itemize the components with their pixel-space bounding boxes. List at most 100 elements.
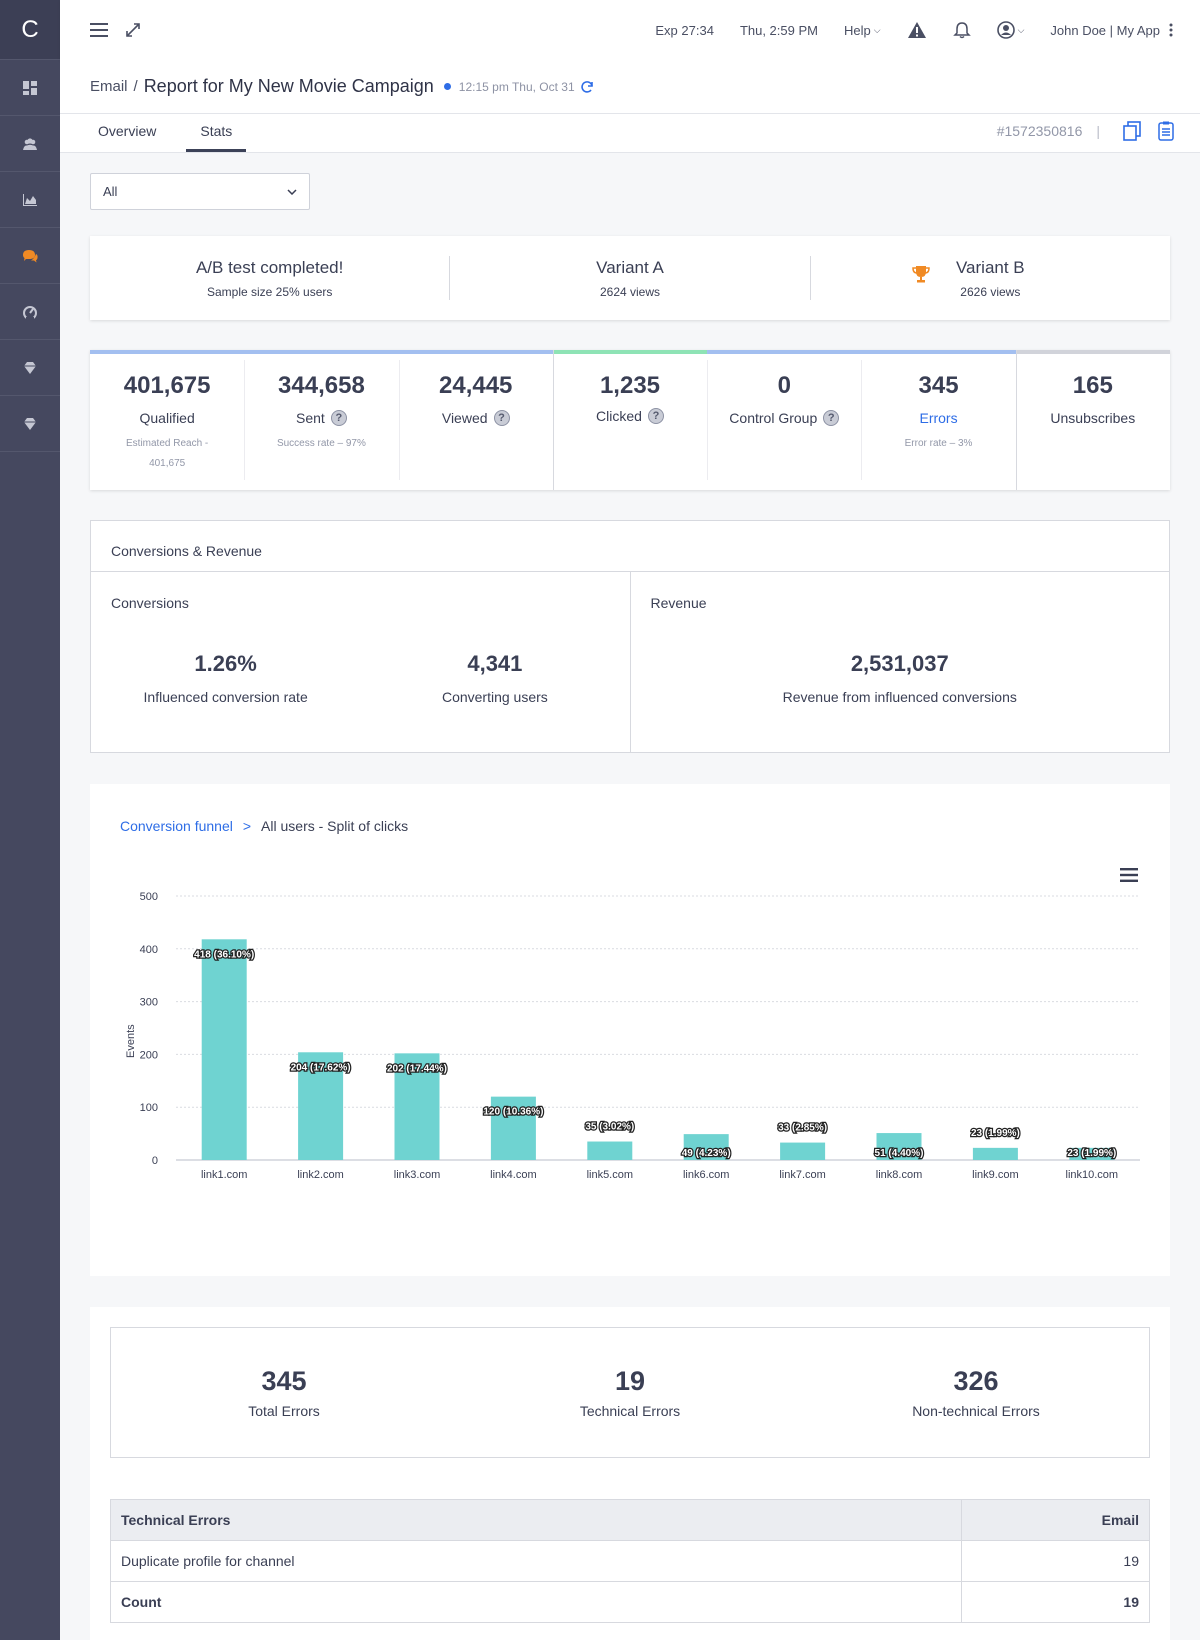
metric-label-text: Viewed [441, 410, 488, 426]
metric-label-text: Sent [296, 410, 325, 426]
account-menu[interactable]: ⌵ [996, 21, 1025, 39]
divider [552, 350, 554, 490]
bell-icon[interactable] [952, 21, 971, 39]
panel-title: Revenue [650, 595, 707, 611]
metric-value: 345 [918, 372, 959, 399]
bar [1069, 1147, 1115, 1160]
help-icon[interactable]: ? [493, 410, 510, 426]
sidebar-item-analytics[interactable] [0, 172, 60, 228]
app-logo[interactable]: C [0, 0, 60, 60]
breadcrumb-separator: > [242, 818, 252, 834]
variant-a-title: Variant A [596, 257, 664, 277]
help-icon[interactable]: ? [330, 410, 347, 426]
divider [398, 360, 400, 480]
data-label: 202 (17.44%) [387, 1063, 447, 1074]
nontechnical-errors-value: 326 [953, 1366, 999, 1396]
user-menu[interactable]: John Doe | My App [1050, 23, 1174, 38]
ab-test-summary: A/B test completed! Sample size 25% user… [90, 236, 1170, 320]
divider [244, 360, 246, 480]
conversions-panel: Conversions 1.26% Influenced conversion … [91, 572, 630, 753]
copy-icon[interactable] [1122, 121, 1142, 141]
bar [490, 1096, 536, 1160]
top-bar: Exp 27:34 Thu, 2:59 PM Help ⌵ ⌵ John Doe … [60, 0, 1200, 60]
sidebar-item-performance[interactable] [0, 284, 60, 340]
dashboard-icon [23, 80, 37, 95]
bar [201, 939, 247, 1160]
variant-a-views: 2624 views [599, 284, 661, 299]
metric-value: 24,445 [439, 372, 513, 399]
technical-errors-table: Technical Errors Email Duplicate profile… [110, 1499, 1150, 1623]
breadcrumb: Email / Report for My New Movie Campaign… [60, 60, 1200, 114]
metric-label-text: Unsubscribes [1050, 410, 1136, 426]
metric-sub: Estimated Reach - 401,675 [126, 438, 209, 469]
table-header-row: Technical Errors Email [110, 1499, 1150, 1541]
errors-link[interactable]: Errors [861, 410, 1015, 426]
metric-label: Control Group? [707, 410, 861, 426]
sidebar-item-engage[interactable] [0, 228, 60, 284]
current-datetime: Thu, 2:59 PM [739, 22, 818, 38]
chevron-down-icon: ⌵ [1017, 24, 1025, 35]
tab-stats[interactable]: Stats [186, 123, 247, 152]
x-tick-label: link8.com [876, 1169, 922, 1181]
x-tick-label: link7.com [779, 1169, 825, 1181]
metric-topline [398, 350, 553, 354]
total-errors-value: 345 [261, 1366, 307, 1396]
x-tick-label: link6.com [683, 1169, 729, 1181]
expand-icon[interactable] [126, 23, 140, 37]
metric-value: 401,675 [123, 372, 211, 399]
metric-label: Qualified [90, 410, 244, 426]
help-icon[interactable]: ? [647, 408, 664, 424]
divider: | [1096, 123, 1100, 139]
metric-label-text: Errors [919, 410, 958, 426]
section-title: Conversions & Revenue [91, 521, 1169, 572]
metric-sub: Error rate – 3% [904, 438, 973, 449]
converting-users-label: Converting users [441, 689, 548, 705]
conversions-revenue-card: Conversions & Revenue Conversions 1.26% … [90, 520, 1170, 753]
data-label: 51 (4.40%) [875, 1148, 924, 1159]
y-tick-label: 300 [140, 997, 158, 1009]
warning-icon[interactable] [907, 21, 927, 39]
help-icon[interactable]: ? [823, 410, 840, 426]
breadcrumb-separator: / [133, 78, 138, 95]
panel-title: Conversions [111, 595, 189, 611]
logo-letter: C [21, 15, 39, 43]
chart-menu-icon[interactable] [1120, 868, 1138, 882]
bar [972, 1147, 1018, 1160]
refresh-icon[interactable] [580, 80, 594, 94]
metric-value: 0 [777, 372, 791, 399]
total-errors: 345 Total Errors [111, 1366, 457, 1419]
hamburger-menu-icon[interactable] [90, 23, 108, 37]
conversion-funnel-link[interactable]: Conversion funnel [120, 818, 233, 834]
metric-value: 1,235 [599, 372, 661, 399]
report-timestamp: 12:15 pm Thu, Oct 31 [458, 79, 575, 94]
revenue-label: Revenue from influenced conversions [782, 689, 1017, 705]
metric-topline [244, 350, 399, 354]
trophy-icon [911, 266, 930, 283]
y-tick-label: 100 [140, 1102, 158, 1114]
variant-filter-select[interactable]: All [90, 173, 310, 210]
session-expiry: Exp 27:34 [655, 22, 714, 38]
sidebar-item-diamond-2[interactable] [0, 396, 60, 452]
tab-overview[interactable]: Overview [98, 123, 157, 139]
sidebar-item-diamond-1[interactable] [0, 340, 60, 396]
metric-label: Unsubscribes [1016, 410, 1170, 426]
technical-errors-label: Technical Errors [579, 1403, 681, 1419]
sidebar-item-dashboard[interactable] [0, 60, 60, 116]
divider [1015, 350, 1017, 490]
data-label: 120 (10.36%) [483, 1107, 543, 1118]
breadcrumb-parent[interactable]: Email [90, 78, 128, 95]
diamond-icon [24, 361, 36, 374]
help-menu[interactable]: Help ⌵ [844, 23, 881, 38]
metric-label: Sent? [244, 410, 398, 426]
metric-topline [861, 350, 1016, 354]
metric-clicked: 1,235 Clicked? [552, 350, 708, 490]
report-icon[interactable] [1158, 121, 1174, 141]
metric-value: 165 [1072, 372, 1113, 399]
column-header: Technical Errors [110, 1499, 962, 1541]
x-tick-label: link9.com [972, 1169, 1018, 1181]
sidebar: C [0, 0, 60, 1640]
metric-qualified: 401,675 Qualified Estimated Reach - 401,… [90, 350, 245, 490]
sidebar-item-segments[interactable] [0, 116, 60, 172]
bar [298, 1052, 344, 1160]
y-axis-label: Events [125, 1024, 137, 1058]
